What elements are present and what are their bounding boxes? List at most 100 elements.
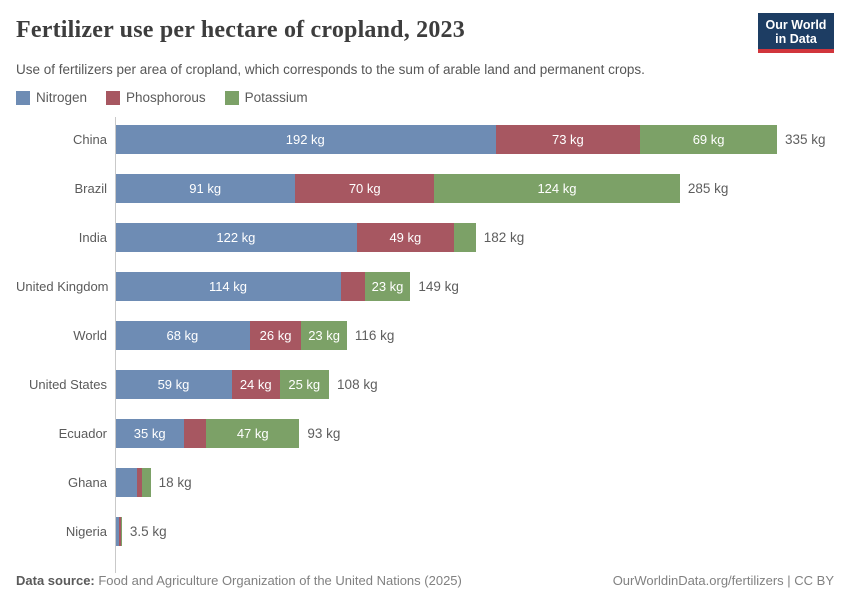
bar-segment-nitrogen[interactable]: 114 kg: [115, 272, 341, 301]
bar-row-nigeria: Nigeria 3.5 kg: [16, 517, 834, 546]
data-source-note: Data source: Food and Agriculture Organi…: [16, 573, 462, 588]
bar-row-india: India 122 kg 49 kg 182 kg: [16, 223, 834, 252]
segment-value-label: 73 kg: [551, 132, 584, 147]
legend-swatch-potassium: [224, 90, 239, 105]
bar-segment-potassium[interactable]: 124 kg: [434, 174, 680, 203]
total-value-label: 108 kg: [337, 377, 378, 392]
segment-value-label: 59 kg: [157, 377, 190, 392]
chart-subtitle: Use of fertilizers per area of cropland,…: [16, 62, 645, 77]
page-title: Fertilizer use per hectare of cropland, …: [16, 17, 465, 43]
bar-segment-nitrogen[interactable]: 91 kg: [115, 174, 296, 203]
segment-value-label: 192 kg: [285, 132, 325, 147]
bar-segment-potassium[interactable]: 69 kg: [640, 125, 777, 154]
segment-value-label: 124 kg: [537, 181, 577, 196]
bar-segment-phosphorous[interactable]: 49 kg: [356, 223, 454, 252]
bar-segment-phosphorous[interactable]: 24 kg: [231, 370, 280, 399]
bar-group: 91 kg 70 kg 124 kg 285 kg: [115, 174, 728, 203]
bar-group: 59 kg 24 kg 25 kg 108 kg: [115, 370, 378, 399]
data-source-label: Data source:: [16, 573, 95, 588]
legend-swatch-phosphorous: [106, 90, 121, 105]
segment-value-label: 23 kg: [308, 328, 340, 343]
segment-value-label: 47 kg: [236, 426, 269, 441]
bar-row-united-states: United States 59 kg 24 kg 25 kg 108 kg: [16, 370, 834, 399]
legend: Nitrogen Phosphorous Potassium: [16, 90, 834, 105]
total-value-label: 285 kg: [687, 181, 729, 196]
segment-value-label: 26 kg: [259, 328, 292, 343]
legend-item-potassium[interactable]: Potassium: [224, 90, 308, 105]
bar-segment-phosphorous[interactable]: [119, 517, 122, 546]
bar-segment-nitrogen[interactable]: 59 kg: [115, 370, 232, 399]
y-axis-line: [115, 117, 116, 573]
segment-value-label: 91 kg: [189, 181, 222, 196]
legend-label: Phosphorous: [126, 90, 206, 105]
total-value-label: 18 kg: [158, 475, 192, 490]
bar-segment-phosphorous[interactable]: [340, 272, 365, 301]
country-label: United Kingdom: [16, 279, 109, 294]
total-value-label: 149 kg: [418, 279, 459, 294]
bar-segment-potassium[interactable]: [141, 468, 151, 497]
bar-segment-potassium[interactable]: 23 kg: [364, 272, 411, 301]
bar-row-ecuador: Ecuador 35 kg 47 kg 93 kg: [16, 419, 834, 448]
segment-value-label: 49 kg: [389, 230, 422, 245]
bar-segment-nitrogen[interactable]: 35 kg: [115, 419, 185, 448]
country-label: Nigeria: [65, 524, 107, 539]
owid-logo[interactable]: Our World in Data: [758, 13, 834, 53]
chart-rows: China 192 kg 73 kg 69 kg 335 kg Brazil 91 kg 70…: [16, 125, 834, 546]
total-value-label: 116 kg: [354, 328, 395, 343]
segment-value-label: 70 kg: [348, 181, 381, 196]
country-label: World: [73, 328, 107, 343]
bar-segment-nitrogen[interactable]: [115, 468, 137, 497]
data-source-text: Food and Agriculture Organization of the…: [94, 573, 462, 588]
bar-row-ghana: Ghana 18 kg: [16, 468, 834, 497]
bar-segment-nitrogen[interactable]: 122 kg: [115, 223, 357, 252]
segment-value-label: 69 kg: [692, 132, 725, 147]
bar-segment-potassium[interactable]: [121, 517, 122, 546]
bar-segment-phosphorous[interactable]: 26 kg: [249, 321, 302, 350]
bar-row-world: World 68 kg 26 kg 23 kg 116 kg: [16, 321, 834, 350]
bar-group: 68 kg 26 kg 23 kg 116 kg: [115, 321, 394, 350]
credit-note: OurWorldinData.org/fertilizers | CC BY: [612, 573, 834, 588]
bar-group: 122 kg 49 kg 182 kg: [115, 223, 524, 252]
bar-segment-phosphorous[interactable]: [136, 468, 142, 497]
bar-segment-nitrogen[interactable]: 192 kg: [115, 125, 496, 154]
country-label: India: [78, 230, 107, 245]
legend-swatch-nitrogen: [16, 90, 30, 105]
total-value-label: 93 kg: [307, 426, 341, 441]
bar-group: 192 kg 73 kg 69 kg 335 kg: [115, 125, 826, 154]
bar-row-united-kingdom: United Kingdom 114 kg 23 kg 149 kg: [16, 272, 834, 301]
owid-logo-line2: in Data: [775, 32, 817, 46]
total-value-label: 3.5 kg: [129, 524, 167, 539]
country-label: Ecuador: [58, 426, 107, 441]
bar-segment-phosphorous[interactable]: [184, 419, 207, 448]
bar-segment-potassium[interactable]: 47 kg: [206, 419, 300, 448]
bar-segment-potassium[interactable]: 23 kg: [301, 321, 347, 350]
bar-group: 114 kg 23 kg 149 kg: [115, 272, 459, 301]
country-label: Ghana: [67, 475, 107, 490]
legend-label: Nitrogen: [36, 90, 88, 105]
total-value-label: 335 kg: [784, 132, 826, 147]
bar-segment-nitrogen[interactable]: 68 kg: [115, 321, 250, 350]
bar-segment-potassium[interactable]: [453, 223, 476, 252]
bar-segment-nitrogen[interactable]: [115, 517, 120, 546]
header: Fertilizer use per hectare of cropland, …: [16, 13, 834, 53]
segment-value-label: 23 kg: [371, 279, 404, 294]
bar-row-china: China 192 kg 73 kg 69 kg 335 kg: [16, 125, 834, 154]
total-value-label: 182 kg: [483, 230, 525, 245]
legend-item-phosphorous[interactable]: Phosphorous: [106, 90, 206, 105]
footer: Data source: Food and Agriculture Organi…: [16, 573, 834, 588]
bar-segment-phosphorous[interactable]: 70 kg: [295, 174, 435, 203]
bar-group: 3.5 kg: [115, 517, 167, 546]
segment-value-label: 25 kg: [288, 377, 321, 392]
segment-value-label: 114 kg: [208, 279, 248, 294]
country-label: Brazil: [74, 181, 107, 196]
segment-value-label: 68 kg: [166, 328, 199, 343]
segment-value-label: 122 kg: [216, 230, 256, 245]
bar-segment-phosphorous[interactable]: 73 kg: [495, 125, 641, 154]
bar-segment-potassium[interactable]: 25 kg: [279, 370, 330, 399]
legend-label: Potassium: [244, 90, 308, 105]
owid-logo-line1: Our World: [765, 18, 827, 32]
segment-value-label: 24 kg: [239, 377, 272, 392]
bar-group: 18 kg: [115, 468, 192, 497]
legend-item-nitrogen[interactable]: Nitrogen: [16, 90, 87, 105]
